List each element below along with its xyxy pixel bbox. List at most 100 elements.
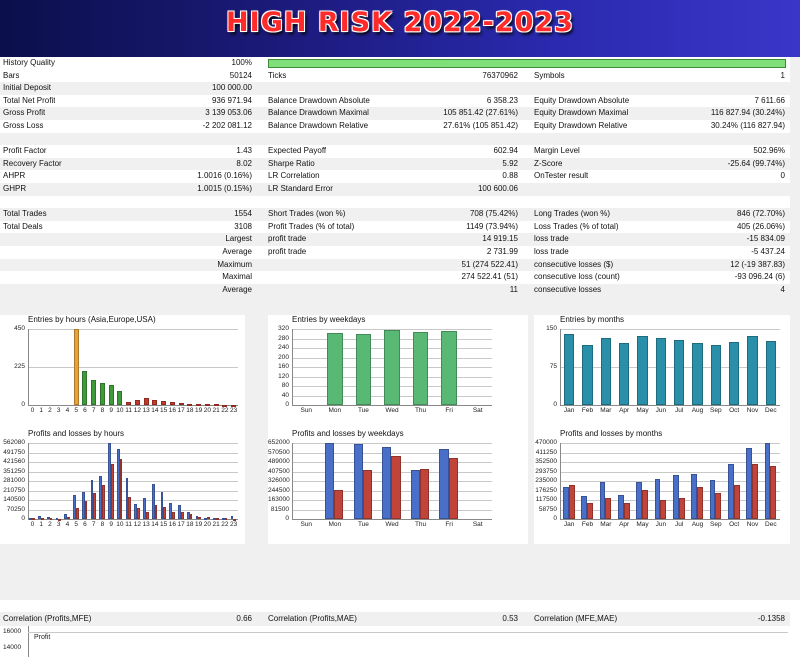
stats-v2: 6 358.23 — [486, 95, 518, 105]
bar — [710, 345, 721, 405]
bar — [161, 400, 167, 405]
x-tick: 1 — [39, 407, 43, 414]
stats-v3: 1 — [780, 70, 785, 80]
balance-grid — [28, 632, 788, 633]
x-tick: 3 — [56, 407, 61, 414]
stats-l2: profit trade — [268, 247, 307, 256]
y-tick: 235000 — [535, 477, 557, 484]
x-axis — [292, 405, 492, 406]
gridline — [28, 471, 238, 473]
y-tick: 40 — [281, 391, 289, 399]
x-tick: 7 — [91, 407, 96, 414]
chart-1: Entries by weekdays 320 280 240 200 160 120 80 4… — [268, 315, 528, 430]
gridline — [28, 509, 238, 511]
profit-bar — [143, 498, 146, 519]
y-tick: 81500 — [270, 505, 289, 513]
y-tick: 75 — [549, 363, 557, 370]
stats-row: Maximum 51 (274 522.41) consecutive losses… — [0, 259, 790, 272]
x-tick: 22 — [221, 407, 229, 414]
bar — [134, 399, 140, 405]
stats-v1: 1554 — [234, 209, 252, 219]
correlation-row: Correlation (Profits,MFE) 0.66 Correlati… — [0, 612, 790, 626]
bar — [747, 336, 758, 405]
profit-bar — [116, 448, 120, 519]
y-tick: 352500 — [535, 458, 557, 465]
stats-r1: Maximum — [217, 259, 252, 269]
x-tick: Thu — [414, 407, 427, 414]
bar — [126, 401, 132, 405]
stats-l3: Long Trades (won %) — [534, 209, 611, 219]
loss-bar — [420, 468, 430, 519]
loss-bar — [128, 497, 132, 519]
profit-bar — [691, 473, 698, 519]
bar — [582, 345, 593, 405]
balance-ytick-2: 14000 — [3, 644, 22, 651]
profit-bar — [55, 518, 59, 521]
stats-l1: Total Trades — [3, 209, 47, 219]
x-tick: 4 — [65, 407, 70, 414]
stats-v2: 1149 (73.94%) — [466, 221, 518, 231]
loss-bar — [154, 505, 158, 519]
profit-bar — [99, 475, 103, 519]
profit-bar — [221, 517, 225, 520]
bar — [204, 404, 210, 407]
loss-bar — [678, 497, 685, 519]
x-tick: Fri — [445, 407, 453, 414]
loss-bar — [207, 517, 210, 520]
x-tick: Oct — [729, 521, 740, 528]
stats-v2: 27.61% (105 851.42) — [443, 121, 518, 130]
loss-bar — [224, 518, 228, 521]
gridline — [560, 367, 780, 368]
corr-mfe-mae-label: Correlation (MFE,MAE) — [534, 614, 618, 623]
stats-v3: 0 — [780, 171, 785, 181]
gridline — [560, 509, 780, 511]
loss-bar — [334, 489, 344, 519]
x-tick: 14 — [151, 407, 159, 414]
y-tick: 0 — [285, 401, 289, 408]
x-tick: Mon — [328, 521, 342, 528]
y-tick: 150 — [546, 325, 557, 332]
stats-l2: Sharpe Ratio — [268, 158, 315, 168]
x-tick: Fri — [445, 521, 453, 528]
x-tick: 2 — [48, 407, 52, 414]
corr-mfe-mae-value: -0.1358 — [757, 614, 785, 623]
bar — [619, 343, 630, 405]
banner-title: HIGH RISK 2022-2023 — [226, 7, 574, 38]
stats-v2: 0.88 — [502, 171, 518, 181]
x-tick: 13 — [142, 521, 150, 528]
x-tick: Feb — [581, 407, 594, 414]
bar — [765, 341, 776, 405]
profit-bar — [213, 518, 216, 521]
stats-r1: Average — [222, 247, 252, 256]
loss-bar — [715, 493, 722, 519]
stats-row: Average profit trade 2 731.99 loss trade -5 … — [0, 246, 790, 259]
x-tick: 13 — [142, 407, 150, 414]
y-tick: 70250 — [6, 505, 25, 513]
y-tick: 0 — [553, 515, 557, 522]
y-tick: 120 — [278, 372, 289, 380]
profit-bar — [151, 483, 155, 519]
chart-title: Profits and losses by hours — [28, 429, 125, 438]
stats-l1: Gross Profit — [3, 108, 46, 118]
x-tick: Tue — [357, 407, 369, 414]
loss-bar — [40, 517, 44, 520]
x-tick: Aug — [691, 521, 704, 528]
x-tick: Wed — [385, 407, 399, 414]
x-tick: Oct — [729, 407, 740, 414]
y-tick: 293750 — [535, 467, 557, 475]
stats-row: Bars 50124 Ticks 76370962 Symbols 1 — [0, 69, 790, 83]
stats-row: Average 11 consecutive losses 4 — [0, 284, 790, 297]
x-axis — [560, 519, 780, 520]
loss-bar — [642, 489, 648, 519]
y-tick: 225 — [14, 363, 25, 370]
x-tick: May — [636, 521, 649, 528]
profit-bar — [29, 517, 33, 520]
bar — [441, 331, 457, 405]
y-tick: 652000 — [268, 439, 290, 446]
loss-bar — [770, 465, 777, 519]
stats-v2: 5.92 — [502, 158, 518, 168]
stats-row: AHPR 1.0016 (0.16%) LR Correlation 0.88 OnTe… — [0, 170, 790, 183]
x-tick: Jun — [655, 407, 667, 414]
x-tick: 23 — [230, 521, 238, 528]
stats-l3: consecutive losses ($) — [534, 259, 614, 269]
